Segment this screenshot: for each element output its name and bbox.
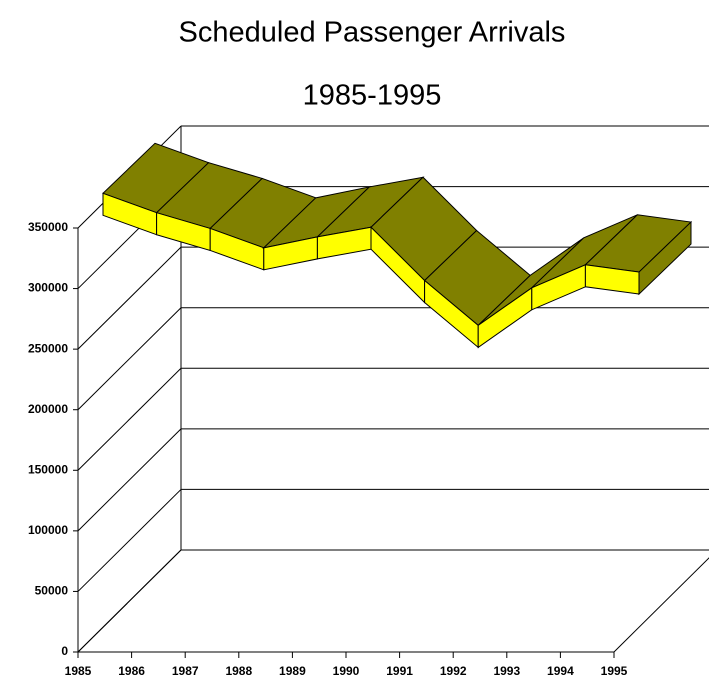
- y-tick-label: 300000: [28, 281, 68, 295]
- x-tick-label: 1988: [225, 664, 252, 678]
- y-tick-label: 100000: [28, 523, 68, 537]
- grid-line: [77, 367, 182, 471]
- y-tick-label: 350000: [28, 220, 68, 234]
- x-tick-label: 1986: [118, 664, 145, 678]
- y-tick-label: 250000: [28, 341, 68, 355]
- y-tick-label: 200000: [28, 402, 68, 416]
- chart-subtitle: 1985-1995: [303, 80, 442, 112]
- floor-edge: [613, 557, 709, 653]
- x-tick-label: 1992: [440, 664, 467, 678]
- x-tick-label: 1995: [601, 664, 628, 678]
- grid-line: [77, 489, 182, 592]
- x-tick-label: 1993: [493, 664, 520, 678]
- x-tick-label: 1985: [65, 664, 92, 678]
- ribbon-end: [638, 220, 692, 296]
- grid-line: [77, 307, 182, 411]
- y-tick-label: 0: [61, 644, 68, 658]
- x-tick-label: 1987: [172, 664, 199, 678]
- grid-line: [77, 549, 182, 653]
- y-tick-label: 150000: [28, 462, 68, 476]
- y-tick-label: 50000: [35, 584, 69, 598]
- x-tick-label: 1991: [386, 664, 413, 678]
- x-tick-label: 1990: [333, 664, 360, 678]
- x-tick-label: 1994: [547, 664, 574, 678]
- grid-line: [77, 246, 182, 350]
- chart-title: Scheduled Passenger Arrivals: [179, 17, 566, 49]
- grid-line: [77, 428, 182, 532]
- x-tick-label: 1989: [279, 664, 306, 678]
